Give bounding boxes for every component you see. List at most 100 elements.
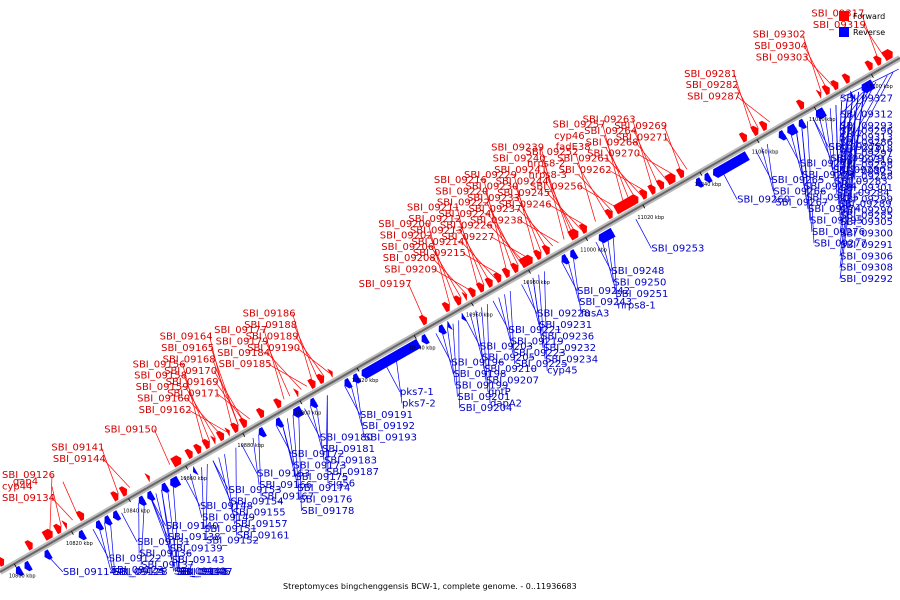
forward-gene-label: SBI_09179 — [216, 336, 269, 347]
reverse-gene-label: SBI_09152 — [206, 535, 259, 546]
ruler-tick-label: 10880 kbp — [237, 443, 264, 449]
forward-gene-label: SBI_09319 — [813, 20, 866, 31]
kbp-ruler: 10800 kbp 10820 kbp 10840 kbp 10860 kbp 1088… — [9, 74, 893, 580]
reverse-gene-arrow — [344, 378, 353, 389]
forward-gene-arrow — [307, 378, 316, 389]
forward-gene-label: cyp44 — [2, 482, 33, 493]
forward-gene-arrow — [273, 398, 282, 409]
reverse-gene-label: SBI_09173 — [293, 460, 346, 471]
reverse-gene-arrow — [850, 90, 856, 100]
forward-leader-line — [213, 370, 245, 423]
forward-gene-arrow — [501, 267, 510, 279]
reverse-gene-label: SBI_09299 — [840, 194, 893, 205]
reverse-gene-label: SBI_09174 — [297, 483, 350, 494]
reverse-gene-label: SBI_09250 — [613, 278, 666, 289]
forward-gene-arrow — [315, 373, 325, 385]
forward-gene-arrow — [567, 228, 579, 241]
reverse-leader-line — [286, 418, 298, 489]
ruler-tick-label: 11040 kbp — [695, 182, 722, 188]
forward-gene-arrow — [758, 120, 767, 132]
forward-gene-label: SBI_09261 — [557, 154, 610, 165]
forward-gene-label: SBI_09188 — [244, 320, 297, 331]
reverse-leader-line — [795, 127, 809, 210]
reverse-gene-label: SBI_09292 — [840, 274, 893, 285]
reverse-gene-label: SBI_09139 — [170, 544, 223, 555]
reverse-gene-label: SBI_09207 — [486, 376, 539, 387]
reverse-gene-arrow — [138, 495, 147, 506]
reverse-gene-label: SBI_09306 — [840, 251, 893, 262]
reverse-gene-label: SBI_09167 — [261, 491, 314, 502]
reverse-leader-line — [104, 522, 113, 573]
reverse-leader-line — [475, 310, 487, 381]
reverse-gene-arrow — [104, 515, 113, 526]
reverse-gene-label: SBI_09285 — [840, 211, 893, 222]
reverse-gene-label: SBI_09183 — [324, 456, 377, 467]
reverse-gene-label: SBI_09234 — [545, 354, 598, 365]
reverse-gene-arrow — [44, 549, 53, 560]
forward-leader-line — [434, 269, 473, 293]
reverse-gene-label: dapA2 — [490, 398, 522, 409]
reverse-gene-arrow — [113, 510, 122, 521]
reverse-leader-line — [441, 330, 454, 375]
forward-gene-arrow — [664, 173, 676, 186]
reverse-gene-label: SBI_09327 — [840, 93, 893, 104]
forward-leader-line — [292, 313, 314, 384]
reverse-leader-line — [446, 326, 456, 386]
genome-caption: Streptomyces bingchenggensis BCW-1, comp… — [283, 582, 577, 591]
forward-gene-arrow — [578, 223, 587, 234]
forward-gene-arrow — [24, 540, 33, 551]
reverse-leader-line — [224, 454, 235, 525]
forward-leader-line — [632, 119, 654, 189]
forward-gene-label: SBI_09211 — [407, 203, 460, 214]
reverse-leader-line — [349, 382, 363, 427]
reverse-gene-label: SBI_09147 — [180, 567, 233, 578]
reverse-leader-line — [761, 147, 774, 192]
reverse-leader-line — [839, 75, 888, 161]
forward-leader-line — [51, 497, 73, 521]
reverse-gene-label: SBI_09251 — [615, 289, 668, 300]
reverse-gene-label: SBI_09325 — [840, 167, 893, 178]
reverse-gene-label: SBI_09205 — [482, 353, 535, 364]
ruler-tick — [128, 498, 131, 503]
forward-gene-label: SBI_09126 — [2, 470, 55, 481]
reverse-gene-label: SBI_09274 — [808, 204, 861, 215]
reverse-gene-label: SBI_09301 — [840, 183, 893, 194]
forward-gene-arrow — [41, 528, 53, 541]
reverse-gene-label: SBI_09248 — [611, 266, 664, 277]
forward-gene-arrow — [293, 388, 299, 398]
reverse-gene-label: SBI_09279 — [831, 154, 884, 165]
forward-gene-arrow — [53, 523, 62, 535]
forward-leader-line — [488, 213, 522, 265]
reverse-leader-line — [326, 395, 329, 484]
reverse-leader-line — [566, 258, 580, 303]
reverse-gene-arrow — [170, 475, 182, 488]
forward-gene-arrow — [613, 194, 639, 215]
reverse-gene-label: SBI_09176 — [299, 495, 352, 506]
reverse-leader-line — [839, 88, 865, 280]
forward-gene-label: SBI_09244 — [496, 177, 549, 188]
reverse-gene-label: SBI_09277 — [814, 238, 867, 249]
ruler-tick-label: 11000 kbp — [580, 247, 607, 253]
reverse-gene-label: SBI_09114 — [63, 567, 116, 578]
reverse-gene-label: SBI_09192 — [362, 421, 415, 432]
reverse-gene-label: SBI_09125 — [113, 567, 166, 578]
reverse-gene-arrow — [310, 397, 319, 409]
forward-leader-line — [215, 381, 245, 423]
reverse-gene-label: SBI_09221 — [509, 325, 562, 336]
reverse-leader-line — [839, 81, 877, 149]
forward-gene-arrow — [647, 184, 656, 195]
reverse-gene-label: SBI_09280 — [833, 165, 886, 176]
reverse-leader-line — [839, 95, 854, 211]
forward-leader-line — [427, 223, 451, 305]
forward-leader-line — [62, 481, 79, 518]
reverse-leader-line — [839, 98, 848, 177]
forward-leader-line — [216, 393, 251, 420]
forward-gene-label: SBI_09144 — [53, 454, 106, 465]
reverse-leader-line — [201, 467, 205, 530]
forward-gene-label: SBI_09150 — [104, 425, 157, 436]
legend-forward-label: Forward — [853, 12, 885, 21]
forward-gene-label: SBI_09256 — [530, 181, 583, 192]
reverse-gene-label: SBI_09225 — [515, 359, 568, 370]
reverse-leader-line — [721, 170, 738, 200]
